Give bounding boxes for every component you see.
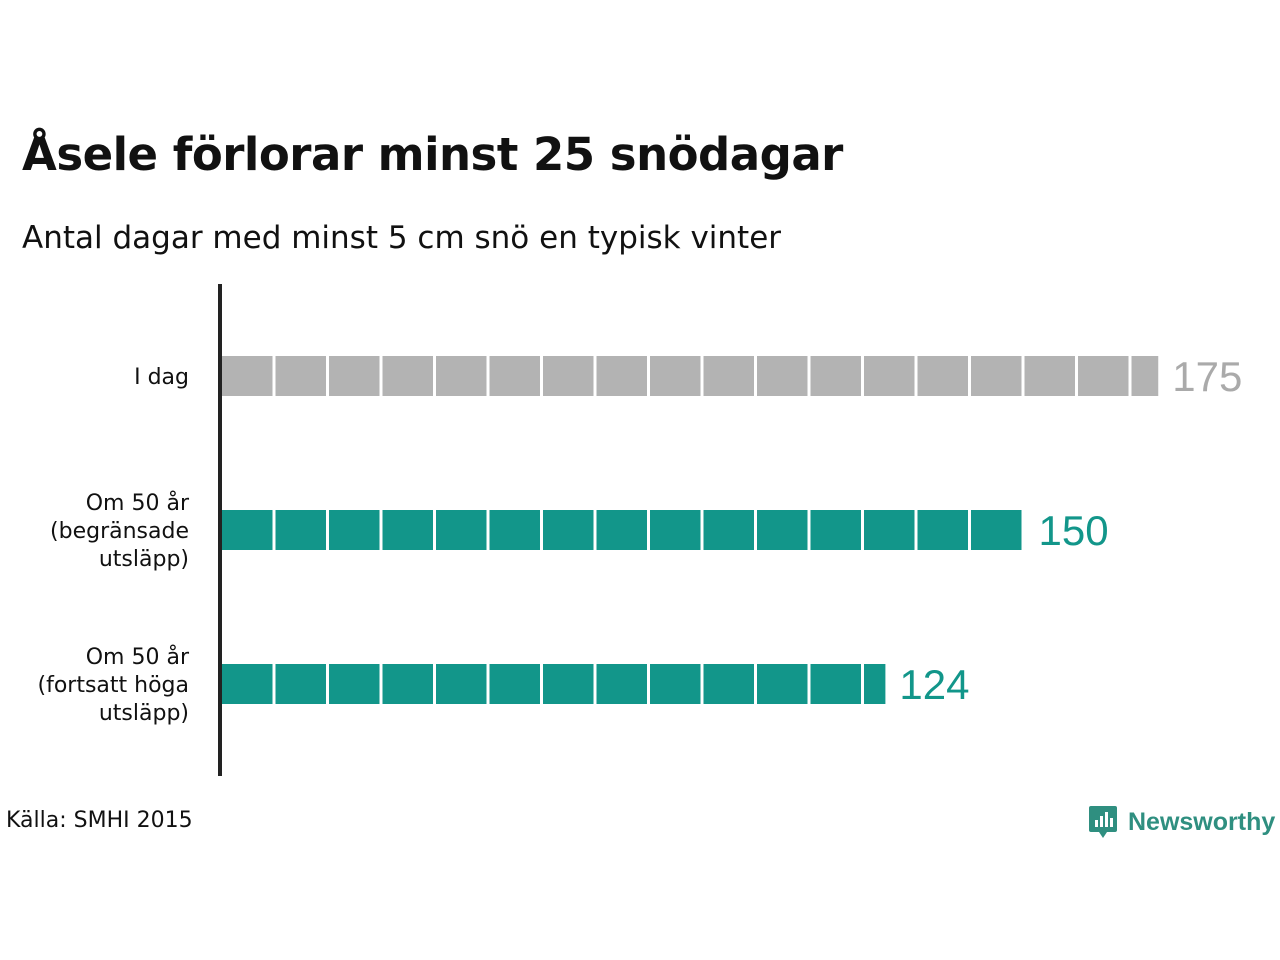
bar-row (222, 356, 1159, 396)
bar-block (329, 664, 380, 704)
bar-block (436, 664, 487, 704)
bar-block (222, 356, 273, 396)
bar-block (917, 356, 968, 396)
bar-block (650, 356, 701, 396)
category-label: I dag (134, 365, 189, 390)
brand-logo[interactable]: Newsworthy (1088, 804, 1275, 840)
bar-block (864, 356, 915, 396)
bar-block (543, 356, 594, 396)
bar-block (436, 356, 487, 396)
bar-row (222, 664, 886, 704)
category-label: utsläpp) (99, 547, 189, 572)
bar-block (382, 356, 433, 396)
bar-block (596, 510, 647, 550)
bar-block (757, 356, 808, 396)
bar-block (650, 510, 701, 550)
bar-row (222, 510, 1022, 550)
bar-block (971, 356, 1022, 396)
bar-block (596, 356, 647, 396)
chart-title: Åsele förlorar minst 25 snödagar (22, 128, 843, 181)
bar-block (864, 664, 886, 704)
bar-block (222, 664, 273, 704)
chart-subtitle: Antal dagar med minst 5 cm snö en typisk… (22, 220, 782, 256)
bar-block (971, 510, 1022, 550)
bar-block (489, 356, 540, 396)
brand-name: Newsworthy (1128, 807, 1276, 836)
bar-block (810, 356, 861, 396)
bar-block (703, 664, 754, 704)
category-label: utsläpp) (99, 701, 189, 726)
bar-block (436, 510, 487, 550)
newsworthy-chart-bubble-icon (1089, 806, 1117, 838)
bar-block (489, 664, 540, 704)
bar-block (864, 510, 915, 550)
value-label: 124 (899, 661, 969, 708)
bar-block (757, 664, 808, 704)
bar-block (275, 510, 326, 550)
bar-block (703, 356, 754, 396)
category-label: Om 50 år (86, 490, 190, 516)
bar-block (222, 510, 273, 550)
bar-block (1024, 356, 1075, 396)
value-label: 175 (1172, 353, 1242, 400)
bar-block (810, 664, 861, 704)
bar-block (275, 664, 326, 704)
category-label: (begränsade (50, 519, 189, 544)
bar-block (489, 510, 540, 550)
category-label: (fortsatt höga (38, 673, 190, 698)
bar-block (703, 510, 754, 550)
bar-block (543, 664, 594, 704)
bar-block (757, 510, 808, 550)
bar-block (329, 510, 380, 550)
source-note: Källa: SMHI 2015 (6, 808, 193, 833)
bar-block (543, 510, 594, 550)
bar-block (1131, 356, 1159, 396)
bar-block (1078, 356, 1129, 396)
bar-block (329, 356, 380, 396)
bar-block (596, 664, 647, 704)
bar-block (917, 510, 968, 550)
bar-block (810, 510, 861, 550)
bar-block (275, 356, 326, 396)
value-label: 150 (1039, 507, 1109, 554)
category-label: Om 50 år (86, 644, 190, 670)
bar-block (382, 510, 433, 550)
bar-block (650, 664, 701, 704)
bar-block (382, 664, 433, 704)
